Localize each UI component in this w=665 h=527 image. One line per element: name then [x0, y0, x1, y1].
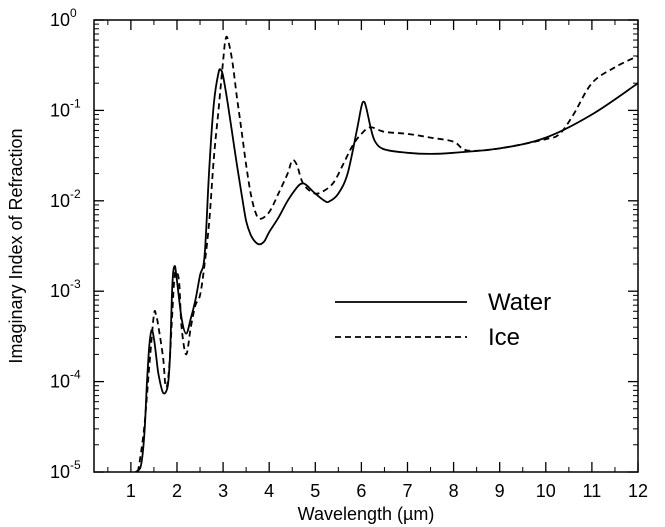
y-tick-label: 10-1 — [50, 96, 81, 120]
x-axis-title: Wavelength (µm) — [298, 504, 435, 524]
legend-ice-label: Ice — [488, 324, 520, 351]
plot-frame — [93, 19, 639, 473]
x-tick-label: 8 — [449, 481, 459, 501]
x-tick-label: 9 — [495, 481, 505, 501]
x-tick-label: 10 — [536, 481, 556, 501]
series-line-water — [134, 68, 639, 473]
x-tick-label: 4 — [264, 481, 274, 501]
x-tick-label: 2 — [172, 481, 182, 501]
x-tick-label: 1 — [126, 481, 136, 501]
legend-water-label: Water — [488, 289, 551, 316]
x-tick-label: 6 — [356, 481, 366, 501]
y-axis-title: Imaginary Index of Refraction — [6, 128, 26, 363]
ticks-layer — [94, 19, 639, 473]
y-tick-label: 10-5 — [50, 458, 81, 482]
series-layer — [134, 35, 639, 473]
x-tick-label: 5 — [310, 481, 320, 501]
y-tick-label: 10-3 — [50, 277, 81, 301]
x-tick-label: 11 — [583, 481, 602, 501]
y-tick-label: 100 — [50, 6, 77, 30]
x-tick-label: 7 — [402, 481, 412, 501]
y-tick-label: 10-2 — [50, 187, 81, 211]
series-line-ice — [136, 35, 639, 473]
x-tick-label: 3 — [218, 481, 228, 501]
x-tick-label: 12 — [628, 481, 648, 501]
legend: Water Ice — [335, 289, 551, 351]
y-tick-label: 10-4 — [50, 368, 81, 392]
